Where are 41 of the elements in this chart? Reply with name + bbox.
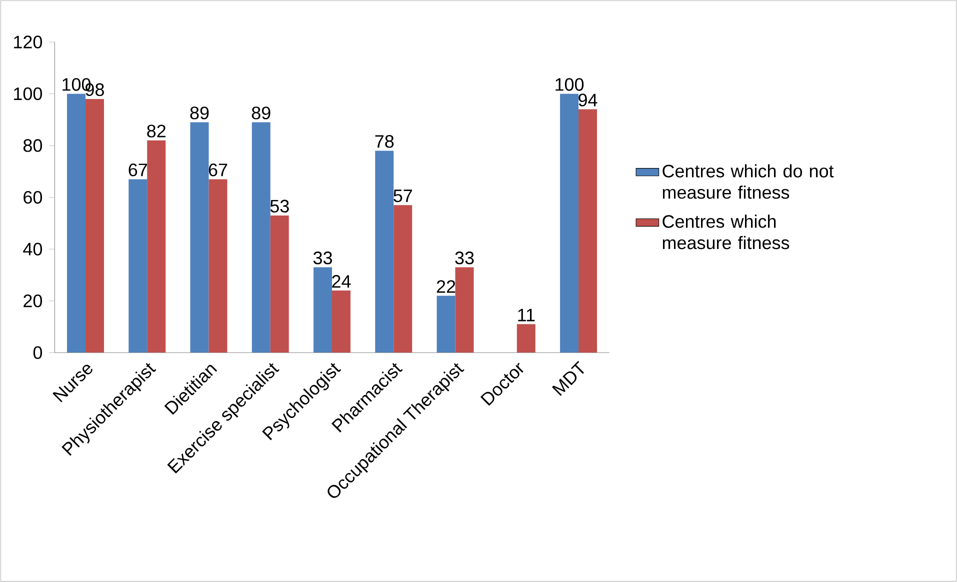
bar — [394, 205, 412, 353]
y-tick-label: 100 — [14, 87, 42, 100]
bar — [190, 122, 209, 353]
bar — [516, 324, 536, 353]
bar — [270, 215, 289, 353]
data-label: 33 — [313, 252, 332, 264]
y-tick-label: 60 — [24, 190, 42, 204]
data-label: 33 — [455, 252, 474, 264]
bar — [455, 267, 474, 353]
data-label: 57 — [394, 190, 412, 202]
bar — [252, 122, 270, 353]
data-label: 53 — [270, 200, 289, 213]
y-tick-label: 120 — [14, 36, 42, 48]
data-label: 67 — [208, 164, 228, 176]
bar — [147, 140, 166, 353]
data-label: 24 — [332, 275, 351, 288]
bar — [67, 94, 86, 353]
y-tick-label: 40 — [23, 242, 42, 256]
bar — [578, 109, 598, 353]
data-label: 78 — [375, 135, 394, 148]
legend-label: Centres which measure fitness — [662, 214, 790, 250]
data-label: 100 — [556, 78, 584, 91]
data-label: 67 — [128, 164, 147, 176]
data-label: 11 — [518, 308, 535, 322]
bar — [85, 98, 104, 353]
data-label: 22 — [436, 280, 456, 293]
data-label: 82 — [147, 124, 166, 138]
bar — [314, 267, 332, 353]
data-label: 94 — [578, 94, 598, 106]
bar — [208, 179, 228, 353]
bar — [560, 94, 579, 353]
data-label: 89 — [190, 106, 209, 120]
data-label: 89 — [252, 106, 270, 120]
bar — [436, 296, 456, 353]
legend-label: Centres which do not measure fitness — [662, 164, 834, 199]
y-tick-label: 20 — [24, 294, 42, 308]
y-tick-label: 80 — [23, 139, 42, 152]
bar — [128, 179, 148, 353]
bar — [375, 150, 394, 353]
y-tick-label: 0 — [33, 346, 42, 360]
bar — [332, 290, 350, 353]
